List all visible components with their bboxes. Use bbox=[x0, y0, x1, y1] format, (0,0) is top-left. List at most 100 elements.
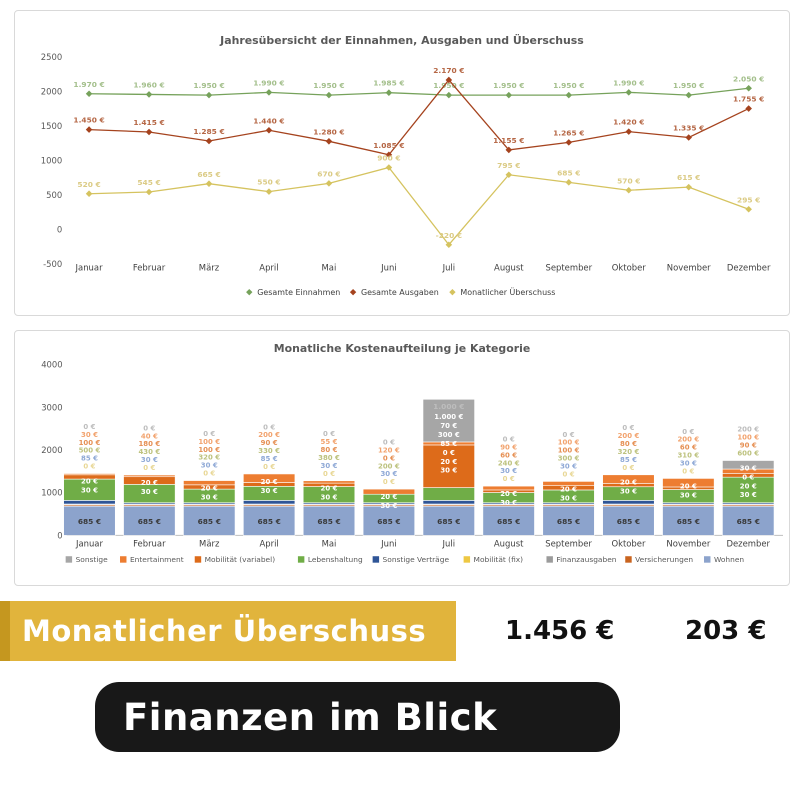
data-label: 1.280 € bbox=[313, 127, 344, 136]
finances-title: Finanzen im Blick bbox=[123, 695, 498, 739]
data-label: 1.755 € bbox=[733, 95, 764, 104]
segment-label-white: 30 € bbox=[440, 467, 457, 475]
legend-label: Versicherungen bbox=[635, 555, 693, 564]
segment-label-dark: 685 € bbox=[497, 517, 520, 526]
stacked-label-above: 0 € bbox=[203, 470, 215, 478]
data-label: 1.990 € bbox=[613, 78, 644, 87]
stacked-label-above: 320 € bbox=[618, 448, 640, 456]
data-label: 1.950 € bbox=[193, 81, 224, 90]
x-label: Januar bbox=[75, 538, 104, 548]
stacked-label-above: 0 € bbox=[682, 467, 694, 475]
x-axis-labels: Januar Februar März April Mai Juni Juli August S… bbox=[75, 538, 771, 548]
data-label: 1.085 € bbox=[373, 141, 404, 150]
marker-diamond bbox=[565, 179, 573, 186]
bar-segment bbox=[542, 481, 595, 486]
marker-diamond bbox=[85, 90, 93, 98]
stacked-label-above: 100 € bbox=[198, 446, 220, 454]
data-label: 900 € bbox=[377, 154, 400, 163]
bar-segment bbox=[422, 500, 475, 505]
marker-diamond bbox=[745, 205, 752, 213]
stacked-label-above: 200 € bbox=[737, 426, 759, 434]
segment-label-white: 20 € bbox=[620, 479, 637, 487]
segment-label-white: 0 € bbox=[443, 449, 455, 457]
segment-label-dark: 685 € bbox=[78, 517, 101, 526]
stacked-label-above: 55 € bbox=[321, 438, 338, 446]
bar-segment bbox=[662, 478, 715, 488]
legend-label: Gesamte Einnahmen bbox=[257, 288, 340, 297]
stacked-label-above: 0 € bbox=[563, 470, 575, 478]
bar-segment bbox=[63, 500, 116, 505]
marker-diamond bbox=[625, 128, 633, 135]
marker-diamond bbox=[325, 91, 333, 99]
legend-swatch bbox=[297, 556, 305, 563]
stacked-label-above: 40 € bbox=[141, 432, 158, 440]
stacked-label-above: 0 € bbox=[563, 431, 575, 439]
marker-diamond bbox=[685, 91, 692, 99]
marker-diamond bbox=[745, 84, 752, 92]
stacked-label-above: 0 € bbox=[503, 435, 515, 443]
stacked-label-above: 0 € bbox=[383, 438, 395, 446]
data-label: 1.420 € bbox=[613, 118, 644, 127]
marker-diamond bbox=[445, 241, 453, 249]
stacked-label-above: 100 € bbox=[558, 447, 580, 455]
data-label: 1.960 € bbox=[133, 80, 164, 89]
stacked-label-above: 30 € bbox=[201, 462, 218, 470]
stacked-label-above: 0 € bbox=[263, 463, 275, 471]
bar-segment bbox=[243, 473, 296, 483]
bar-segment bbox=[302, 505, 356, 536]
data-label: 1.970 € bbox=[73, 80, 104, 89]
marker-diamond bbox=[385, 164, 393, 171]
segment-label-white: 20 € bbox=[680, 482, 697, 490]
bar-April: 0 €200 €90 €330 €85 €0 €685 €20 €30 € bbox=[243, 423, 296, 536]
stacked-label-above: 0 € bbox=[143, 464, 155, 472]
legend-swatch bbox=[625, 556, 632, 563]
segment-label-white: 300 € bbox=[438, 431, 460, 439]
segment-label-dark: 685 € bbox=[557, 517, 580, 526]
bar-segment bbox=[123, 505, 176, 536]
x-label: November bbox=[667, 262, 711, 272]
marker-diamond bbox=[85, 126, 93, 133]
line-series: 1.450 € 1.415 € 1.285 € 1.440 € 1.280 € 1.085… bbox=[73, 66, 764, 159]
line-chart-panel: Jahresübersicht der Einnahmen, Ausgaben … bbox=[14, 10, 790, 316]
legend-marker bbox=[349, 288, 357, 296]
data-label: 2.050 € bbox=[733, 74, 764, 83]
marker-diamond bbox=[565, 139, 573, 146]
stacked-label-above: 100 € bbox=[79, 439, 101, 447]
marker-diamond bbox=[325, 180, 333, 187]
stacked-label-above: 60 € bbox=[680, 444, 697, 452]
bar-segment bbox=[602, 474, 655, 484]
stacked-label-above: 0 € bbox=[323, 430, 335, 438]
line-series: 520 € 545 € 665 € 550 € 670 € 900 € -220 € 795 … bbox=[77, 154, 760, 249]
legend-swatch bbox=[65, 556, 73, 563]
stacked-label-above: 30 € bbox=[141, 456, 158, 464]
data-label: 1.155 € bbox=[493, 136, 524, 145]
bar-segment bbox=[183, 480, 236, 486]
stacked-label-above: 90 € bbox=[500, 443, 517, 451]
bar-segment bbox=[482, 505, 535, 536]
line-series: 1.970 € 1.960 € 1.950 € 1.990 € 1.950 € 1.985… bbox=[73, 74, 764, 99]
marker-diamond bbox=[145, 91, 153, 98]
legend-label: Sonstige bbox=[76, 555, 109, 564]
legend: Gesamte Einnahmen Gesamte Ausgaben Monatli… bbox=[246, 287, 555, 297]
marker-diamond bbox=[745, 105, 752, 112]
stacked-label-above: 180 € bbox=[138, 440, 160, 448]
stacked-label-above: 30 € bbox=[81, 431, 98, 439]
legend-label: Lebenshaltung bbox=[308, 555, 363, 564]
y-tick: 500 bbox=[46, 190, 62, 200]
marker-diamond bbox=[505, 171, 513, 179]
x-label: Juli bbox=[442, 262, 456, 272]
segment-label-white: 20 € bbox=[201, 484, 218, 492]
segment-label-white: 30 € bbox=[321, 494, 338, 502]
marker-diamond bbox=[385, 151, 393, 159]
y-tick: 2500 bbox=[41, 52, 62, 62]
legend-label: Wohnen bbox=[714, 555, 744, 564]
segment-label-white: 85 € bbox=[440, 440, 457, 448]
data-label: 1.950 € bbox=[433, 81, 464, 90]
bar-Oktober: 0 €200 €80 €320 €85 €0 €685 €20 €30 € bbox=[602, 424, 655, 536]
stacked-label-above: 0 € bbox=[83, 463, 95, 471]
segment-label-dark: 685 € bbox=[138, 517, 161, 526]
stacked-label-above: 0 € bbox=[383, 478, 395, 486]
x-label: Januar bbox=[75, 262, 104, 272]
y-tick: 1000 bbox=[41, 156, 62, 166]
segment-label-dark: 685 € bbox=[317, 517, 340, 526]
